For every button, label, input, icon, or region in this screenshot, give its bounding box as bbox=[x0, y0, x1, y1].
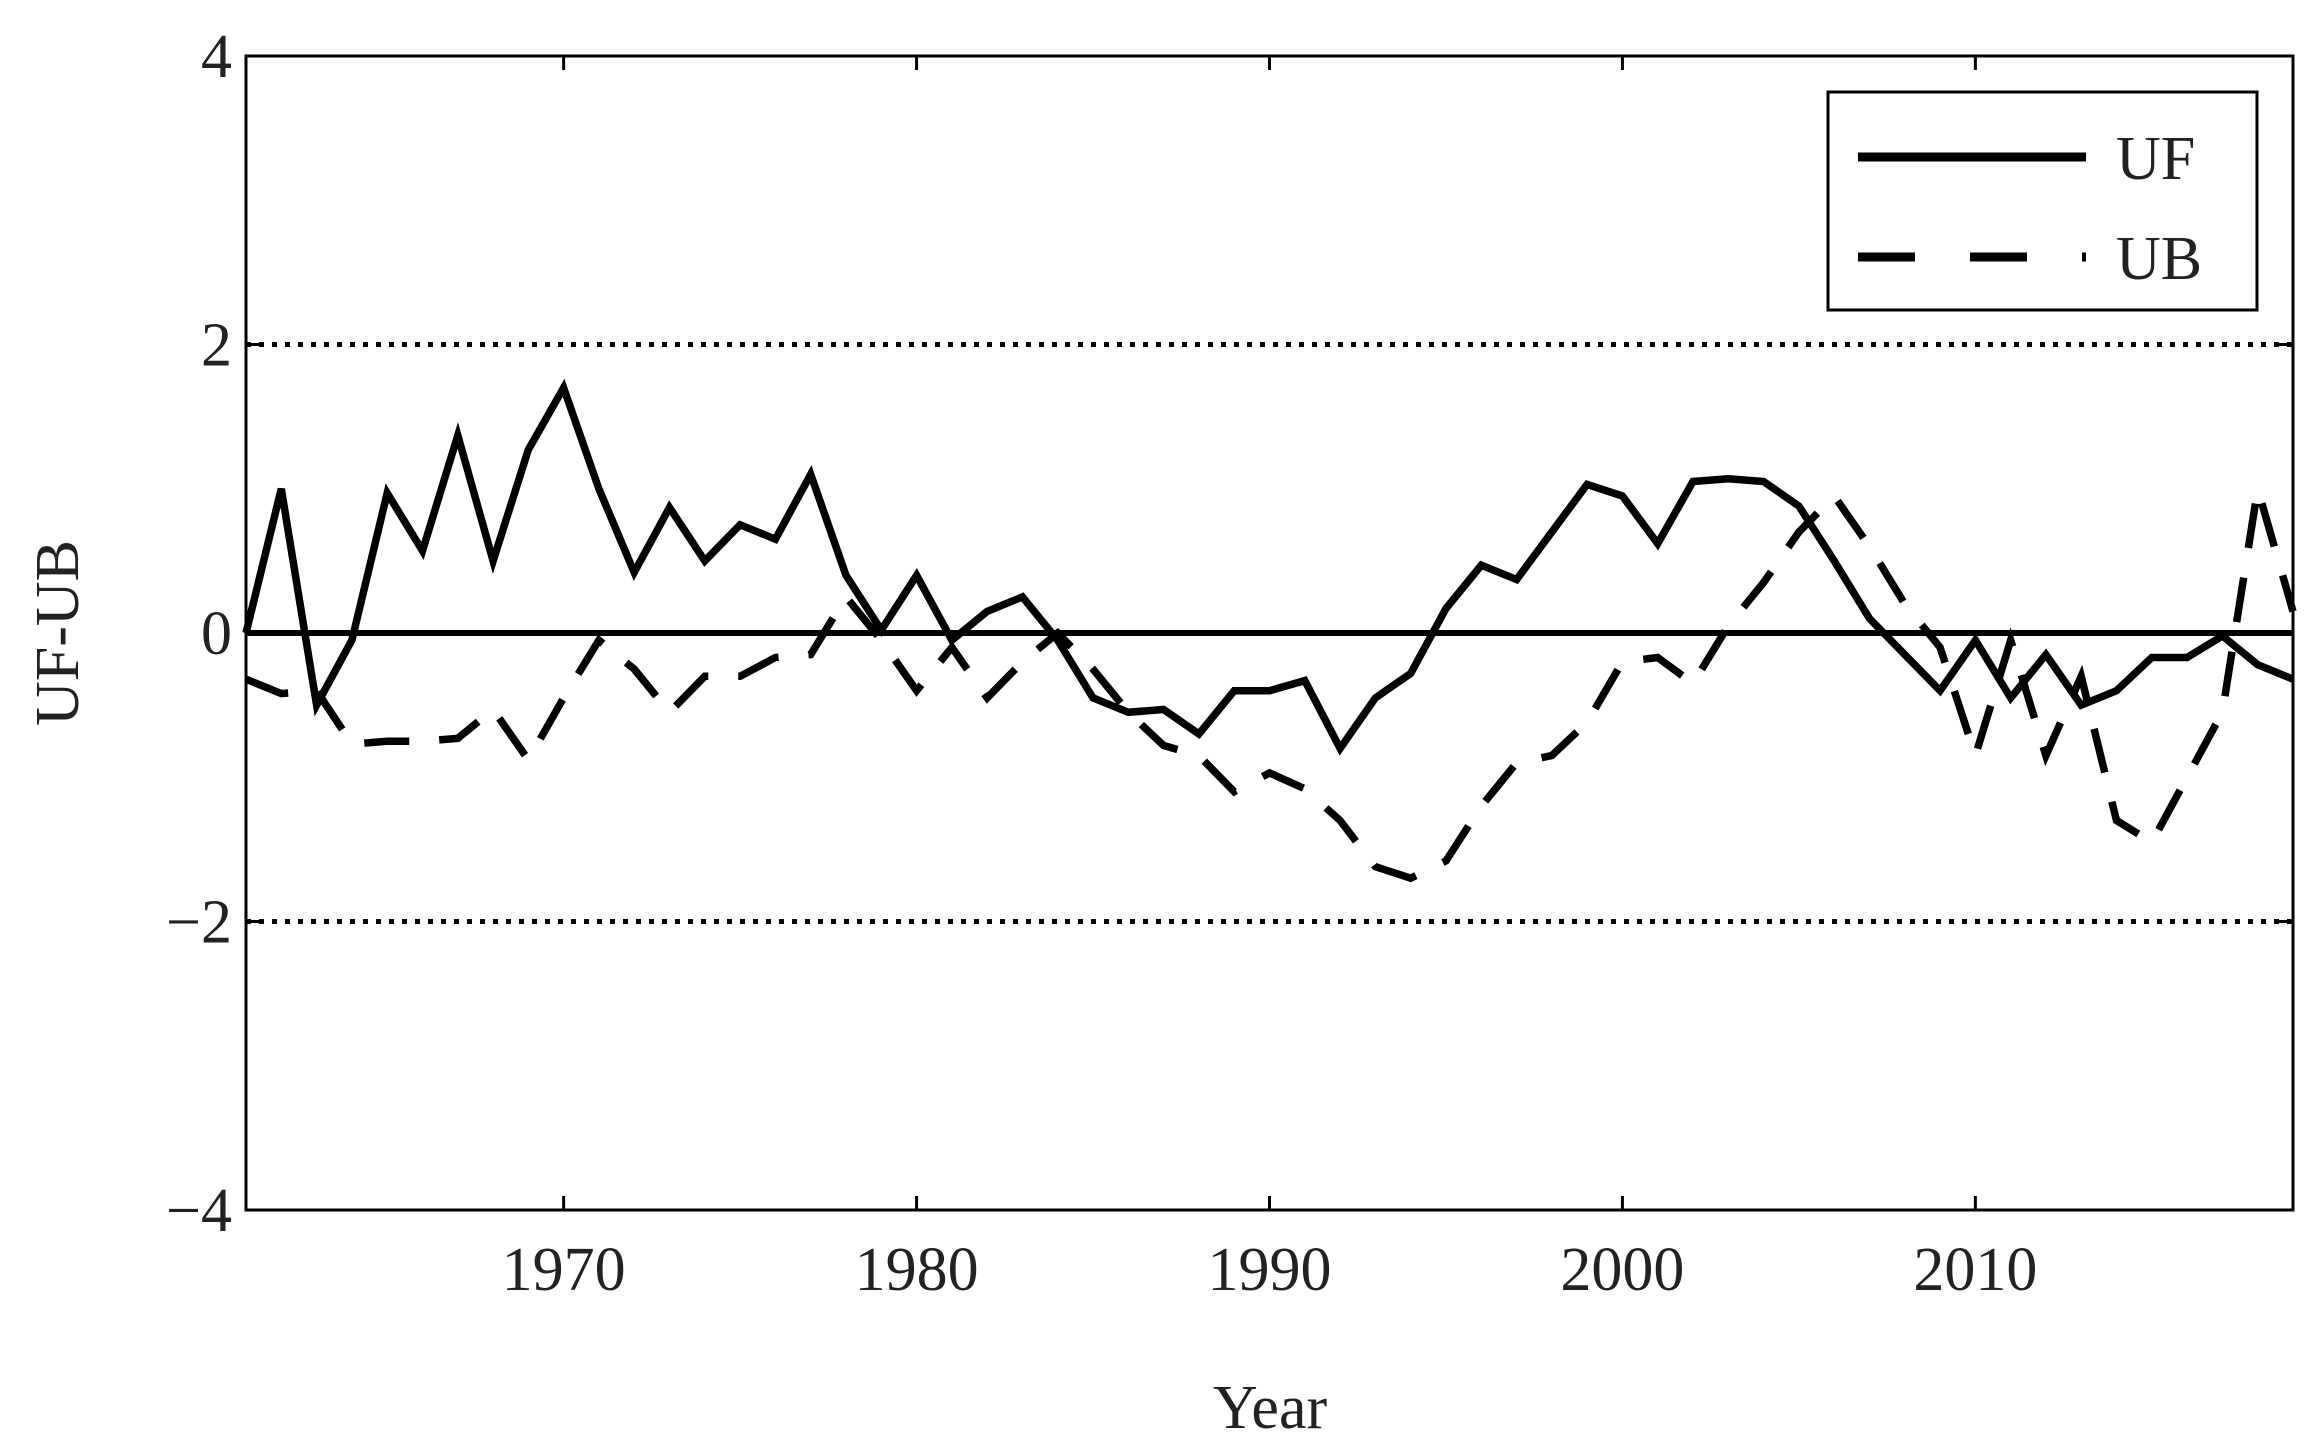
x-tick-label: 2000 bbox=[1560, 1236, 1684, 1304]
y-tick-label: −4 bbox=[166, 1177, 232, 1245]
x-axis-label: Year bbox=[1213, 1374, 1328, 1442]
x-tick-label: 1990 bbox=[1208, 1236, 1332, 1304]
x-tick-label: 1970 bbox=[502, 1236, 626, 1304]
x-tick-label: 2010 bbox=[1913, 1236, 2037, 1304]
y-tick-label: 2 bbox=[201, 312, 232, 380]
series-line bbox=[244, 487, 2297, 883]
plot-frame bbox=[244, 54, 2295, 1212]
legend-label: UF bbox=[2116, 125, 2195, 193]
series-line bbox=[242, 378, 2295, 756]
y-axis-label: UF-UB bbox=[24, 540, 92, 726]
y-tick-label: 0 bbox=[201, 600, 232, 668]
y-tick-label: 4 bbox=[201, 23, 232, 91]
x-tick-label: 1980 bbox=[855, 1236, 979, 1304]
y-tick-label: −2 bbox=[166, 889, 232, 957]
legend-box bbox=[1826, 90, 2259, 312]
legend-label: UB bbox=[2116, 225, 2202, 293]
